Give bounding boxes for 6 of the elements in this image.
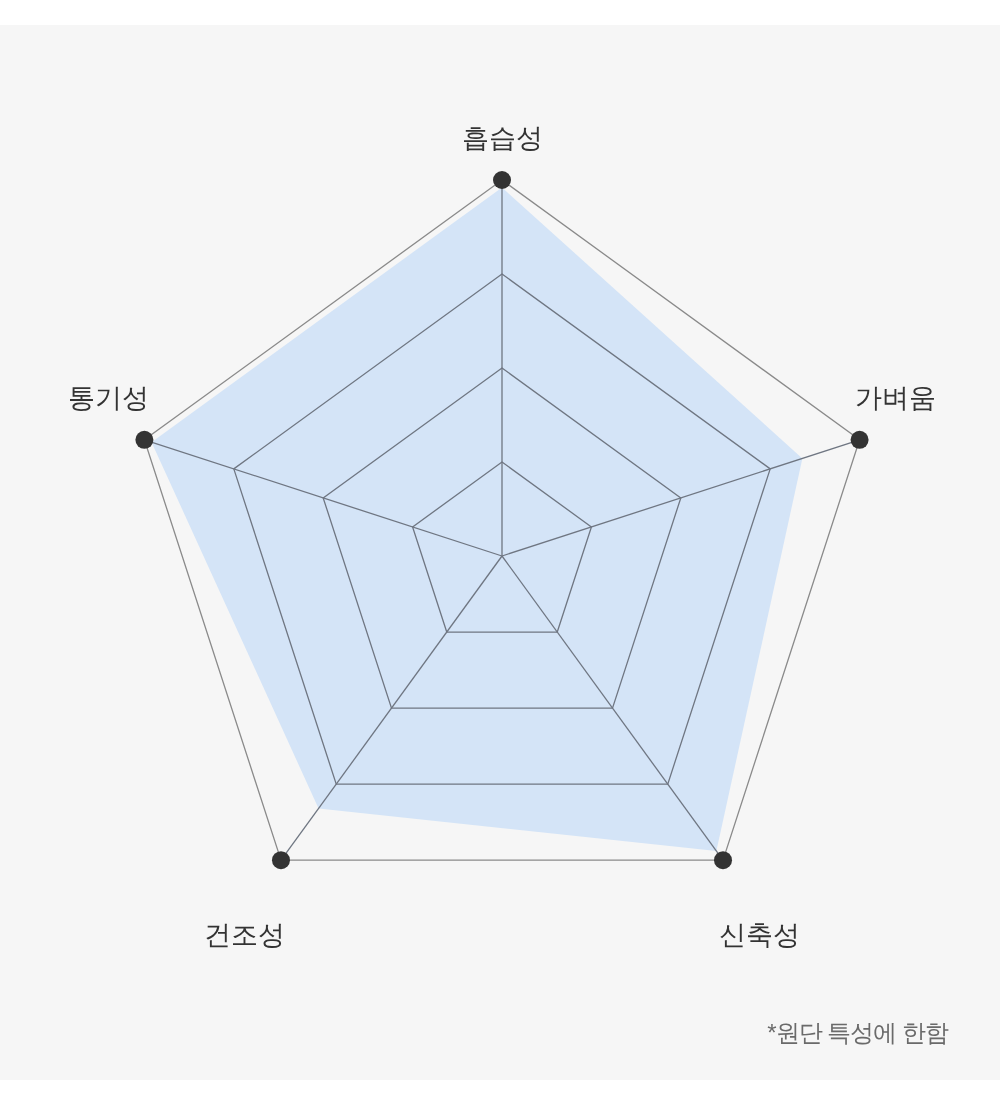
spoke-label: 건조성 [204,920,286,951]
spoke-label: 흡습성 [461,123,543,153]
spoke-label: 통기성 [67,382,149,413]
spoke-label: 신축성 [718,920,800,951]
annotation: *원단 특성에 한함 [767,1018,948,1046]
spoke-label: 가벼움 [855,382,937,413]
